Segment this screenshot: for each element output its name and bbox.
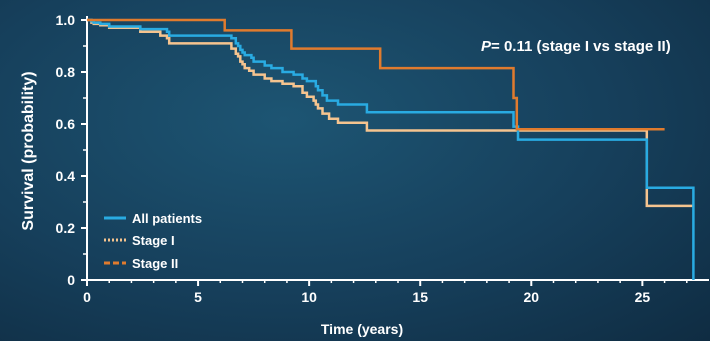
x-tick-label: 25 (635, 289, 651, 305)
y-tick-label: 0 (67, 272, 75, 288)
axes: 0 0.2 0.4 0.6 0.8 1.0 0 5 10 15 20 25 (56, 12, 709, 305)
series-layer (87, 18, 695, 280)
legend-label-stage-ii: Stage II (132, 256, 178, 271)
legend-label-stage-i: Stage I (132, 233, 175, 248)
y-tick-label: 0.4 (56, 168, 76, 184)
y-tick-label: 0.8 (56, 64, 76, 80)
x-tick-label: 0 (83, 289, 91, 305)
y-axis-label: Survival (probability) (20, 71, 37, 230)
series-line-all-patients (87, 18, 695, 280)
y-tick-label: 1.0 (56, 12, 76, 28)
y-tick-label: 0.6 (56, 116, 76, 132)
x-tick-label: 20 (523, 289, 539, 305)
p-value-text: = 0.11 (stage I vs stage II) (491, 38, 671, 55)
series-line-stage-i (87, 18, 694, 208)
p-value-prefix: P (481, 38, 492, 55)
y-tick-label: 0.2 (56, 220, 76, 236)
x-tick-label: 5 (194, 289, 202, 305)
legend: All patients Stage I Stage II (104, 211, 202, 271)
x-tick-label: 15 (412, 289, 428, 305)
series-line-stage-ii (87, 18, 665, 131)
x-axis-label: Time (years) (321, 321, 403, 337)
x-tick-label: 10 (301, 289, 317, 305)
legend-label-all-patients: All patients (132, 211, 202, 226)
p-value-annotation: P= 0.11 (stage I vs stage II) (481, 38, 671, 55)
